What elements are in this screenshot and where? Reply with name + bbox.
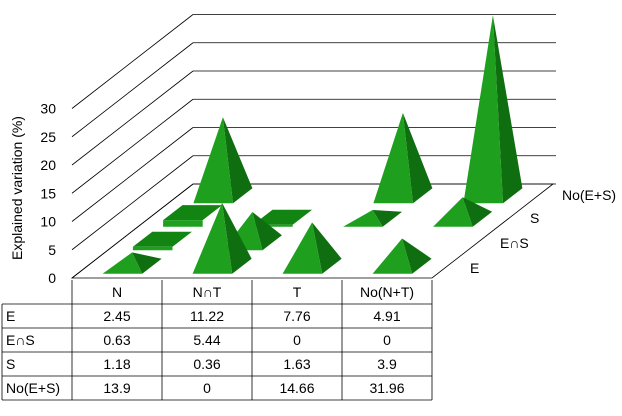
bar-front: [193, 117, 233, 204]
category-label: N∩T: [193, 284, 222, 300]
bar: [193, 117, 253, 204]
bar-side: [312, 222, 342, 274]
bar: [372, 238, 432, 274]
table-cell: 7.76: [283, 308, 310, 324]
table-cell: 11.22: [190, 308, 224, 324]
table-row-label: E∩S: [6, 332, 35, 348]
bar-side: [252, 212, 282, 251]
table-cell: 0.36: [193, 356, 220, 372]
y-tick-label: 10: [40, 214, 56, 230]
table-cell: 0: [203, 380, 211, 396]
bar-top: [163, 205, 223, 221]
y-tick-label: 15: [40, 185, 56, 201]
bar-front: [282, 222, 323, 274]
bar: [373, 112, 433, 204]
bar-side: [222, 202, 252, 274]
series-labels: E E∩SS No(E+S): [470, 187, 616, 276]
y-tick-label: 30: [40, 101, 56, 117]
gridline-diagonal: [71, 42, 194, 138]
table-cell: 4.91: [373, 308, 400, 324]
series-label: S: [530, 210, 539, 226]
table-cell: 0: [293, 332, 301, 348]
table-row-label: E: [6, 308, 15, 324]
data-table: N N∩T T No(N+T) E 2.45 11.22 7.76 4.91 E∩S 0.63 5.4…: [1, 280, 433, 401]
y-tick-label: 25: [40, 129, 56, 145]
category-label: T: [293, 284, 302, 300]
category-label: N: [112, 284, 122, 300]
series-label: No(E+S): [562, 187, 616, 203]
floor-outline: [70, 183, 555, 279]
bar-front: [373, 112, 413, 204]
gridline-diagonal: [71, 14, 194, 109]
bar-front: [433, 197, 473, 227]
bar-front: [102, 252, 143, 274]
series-label: E∩S: [500, 235, 529, 251]
bar-top: [132, 231, 192, 247]
bar: [132, 231, 192, 251]
bar: [192, 202, 252, 274]
table-cell: 1.18: [103, 356, 130, 372]
table-cell: 14.66: [279, 380, 314, 396]
bar-side: [222, 117, 253, 204]
bar: [282, 222, 342, 274]
category-label: No(N+T): [360, 284, 414, 300]
gridline-diagonal: [71, 127, 194, 222]
bar: [433, 197, 493, 227]
bar-front: [343, 210, 383, 227]
bar-front: [372, 238, 413, 274]
gridline-diagonal: [71, 155, 194, 251]
bar-side: [132, 252, 162, 274]
chart-floor: [70, 183, 555, 279]
table-row-label: No(E+S): [6, 380, 60, 396]
table-cell: 0: [383, 332, 391, 348]
bar: [102, 252, 162, 274]
bars: [102, 15, 523, 274]
table-cell: 31.96: [369, 380, 404, 396]
bar: [343, 210, 403, 227]
table-cell: 13.9: [103, 380, 130, 396]
series-label: E: [470, 260, 479, 276]
bar-side: [402, 238, 432, 274]
bar-side: [402, 112, 433, 204]
bar-front: [163, 220, 203, 227]
table-cell: 3.9: [377, 356, 397, 372]
table-cell: 2.45: [103, 308, 130, 324]
bar-side: [492, 15, 523, 204]
table-cell: 1.63: [283, 356, 310, 372]
gridline-diagonal: [71, 70, 194, 166]
y-tick-label: 5: [48, 242, 56, 258]
table-row-label: S: [6, 356, 15, 372]
y-axis-ticks: 0 5 10 15 20 25 30: [40, 101, 56, 287]
bar-front: [132, 246, 173, 251]
bar-top: [253, 209, 313, 225]
bar-side: [372, 210, 403, 227]
bar: [463, 15, 523, 204]
y-tick-label: 0: [48, 270, 56, 286]
gridline-diagonal: [71, 98, 194, 194]
bar-front: [192, 202, 233, 274]
bar-side: [462, 197, 493, 227]
bar: [163, 205, 223, 227]
y-axis-title: Explained variation (%): [9, 116, 25, 260]
bar-front: [463, 15, 503, 204]
y-tick-label: 20: [40, 157, 56, 173]
table-cell: 5.44: [193, 332, 220, 348]
table-cell: 0.63: [103, 332, 130, 348]
